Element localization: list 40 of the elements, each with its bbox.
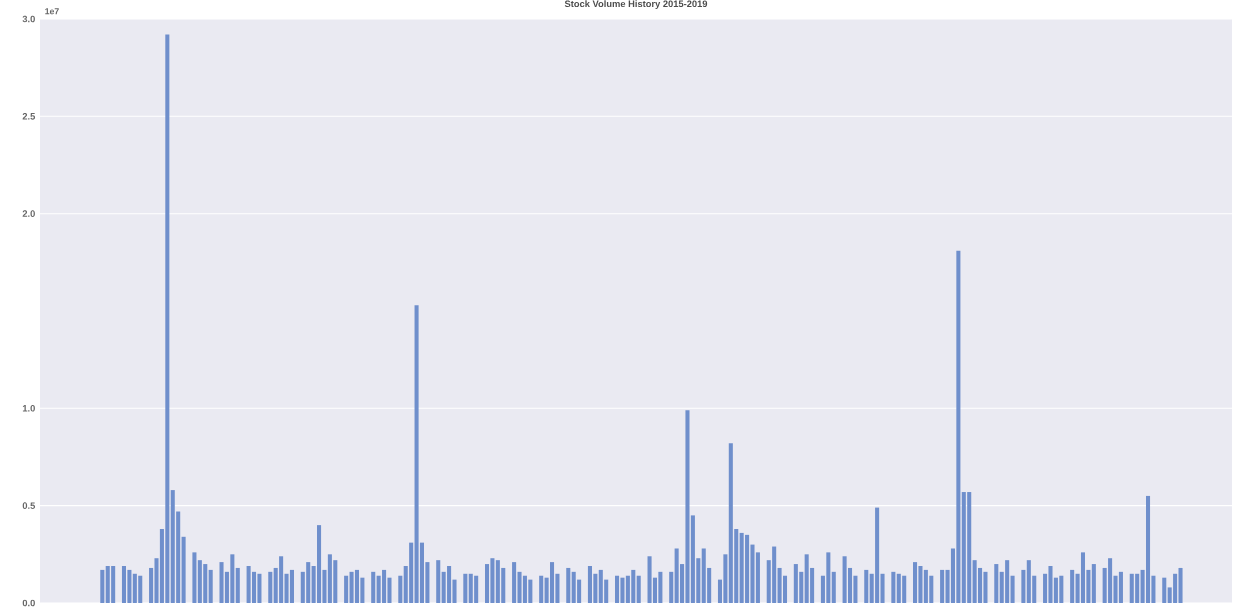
bar [1021,569,1026,603]
bar [1080,552,1086,603]
y-tick-label: 3.0 [22,15,35,23]
bar [615,575,620,603]
bar [289,569,294,603]
bar [539,575,544,603]
bar [235,567,240,603]
y-tick-label: 0.0 [22,599,35,607]
y-tick-label: 0.5 [22,502,36,509]
bar [371,571,376,603]
bar [891,571,896,603]
bar [208,569,213,603]
bar [1091,564,1096,603]
bar [669,571,674,603]
y-tick-label: 2.0 [22,210,35,217]
bar [549,562,555,603]
text: 1e7 [45,8,59,15]
bar [1010,575,1015,603]
y-tick-label: 1.0 [22,405,35,412]
chart-title: Stock Volume History 2015-2019 [564,0,708,9]
bar [398,575,403,603]
bar [1070,569,1075,603]
bar [831,571,836,603]
bar [436,560,441,603]
bar [344,575,349,603]
bar [268,571,273,603]
bar [566,567,571,603]
bar [1145,495,1151,603]
bar [1162,577,1167,603]
bar [121,566,127,603]
bar [940,569,945,603]
bar [100,569,105,603]
bar [864,569,869,603]
bar [913,562,918,603]
bar [463,573,468,603]
bar [192,552,197,603]
bar [636,575,641,603]
bar [181,536,186,603]
bar [994,564,999,603]
y-tick-label: 2.5 [22,113,36,120]
